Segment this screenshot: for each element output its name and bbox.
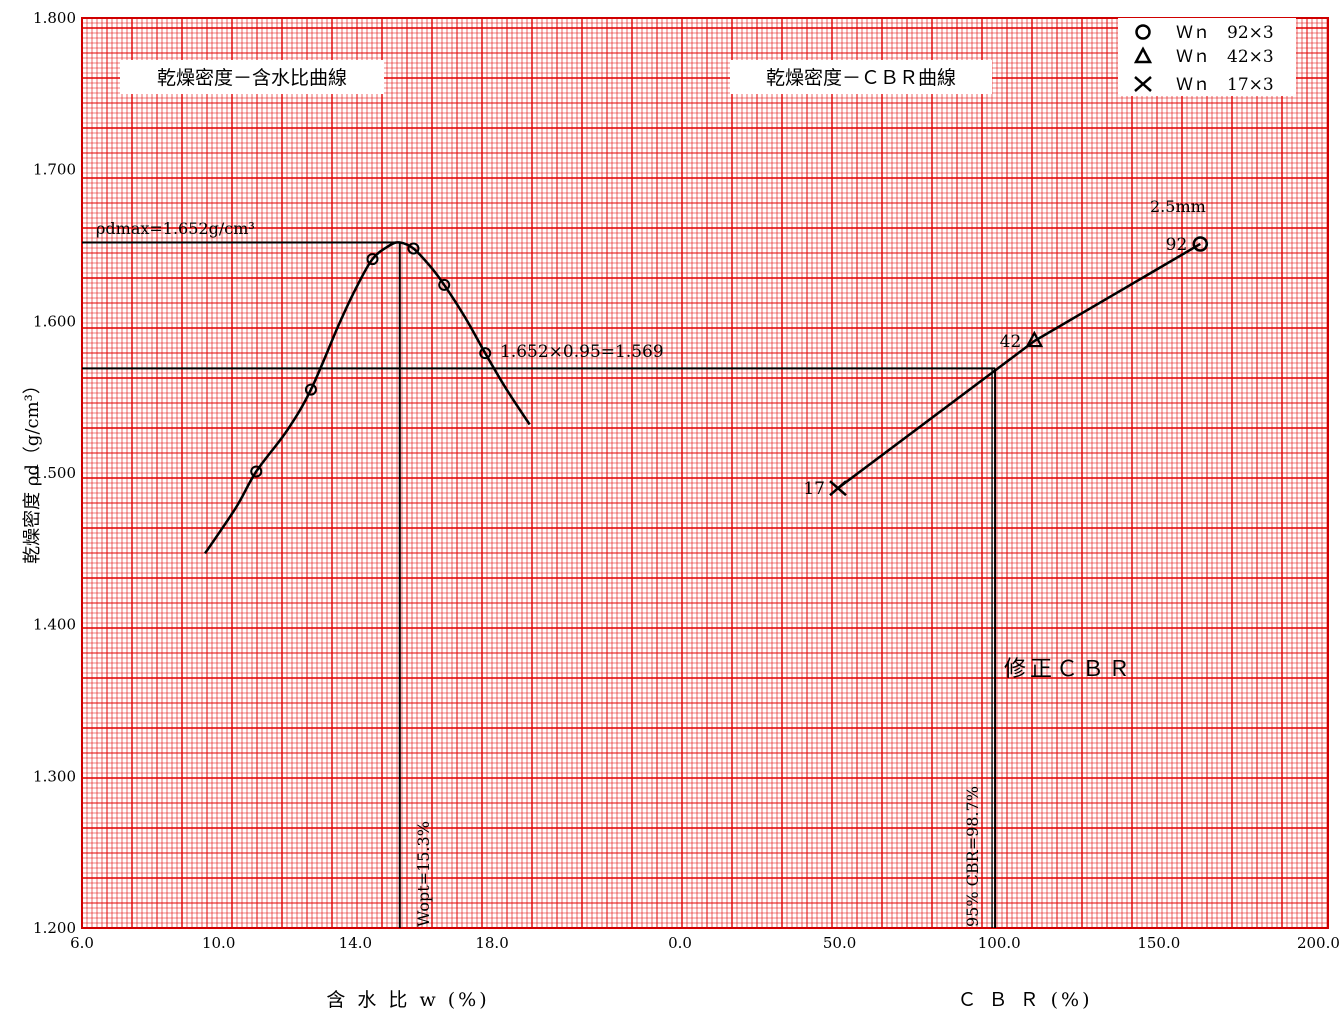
y-tick-labels: 1.200 1.300 1.400 1.500 1.600 1.700 1.800 xyxy=(33,9,76,937)
compaction-curve xyxy=(203,241,531,555)
x-tick-label-right: 150.0 xyxy=(1137,934,1180,952)
chart-frame xyxy=(81,17,1329,929)
right-x-axis-title: Ｃ Ｂ Ｒ (%) xyxy=(958,989,1093,1011)
guide-lines xyxy=(82,241,997,928)
cbr-point-x xyxy=(829,480,847,497)
legend-label: Ｗｎ 42×3 xyxy=(1176,47,1274,67)
cbr-point-label: 17 xyxy=(803,479,825,499)
x-tick-label-right: 100.0 xyxy=(978,934,1021,952)
rho-dmax-label: ρdmax=1.652g/cm³ xyxy=(96,219,255,238)
left-title-box: 乾燥密度－含水比曲線 xyxy=(120,60,384,94)
compaction-point xyxy=(304,383,317,396)
right-title-box: 乾燥密度－ＣＢＲ曲線 xyxy=(730,60,992,94)
y-tick-label: 1.300 xyxy=(33,767,76,785)
penetration-label: 2.5mm xyxy=(1150,197,1206,216)
chart-grid xyxy=(81,17,1328,929)
cbr-point-label: 42 xyxy=(1000,332,1022,352)
cbr-point-label: 92 xyxy=(1166,235,1188,255)
cbr-point-circle xyxy=(1192,236,1209,252)
right-panel-title: 乾燥密度－ＣＢＲ曲線 xyxy=(766,67,956,89)
x-tick-label-left: 6.0 xyxy=(70,934,94,952)
left-panel-title: 乾燥密度－含水比曲線 xyxy=(157,67,347,89)
legend-item-92: Ｗｎ 92×3 xyxy=(1135,23,1274,43)
cbr-points: 17 42 92 xyxy=(803,235,1209,499)
y-tick-label: 1.400 xyxy=(33,616,76,634)
cbr95-label: 95% CBR=98.7% xyxy=(963,786,982,927)
compaction-point xyxy=(479,347,492,360)
x-tick-label-right: 200.0 xyxy=(1297,934,1340,952)
legend-triangle-marker xyxy=(1133,46,1153,64)
left-x-axis-title: 含 水 比 w (%) xyxy=(326,989,489,1011)
compaction-point xyxy=(407,242,420,255)
legend-item-17: Ｗｎ 17×3 xyxy=(1134,75,1274,95)
legend-x-marker xyxy=(1134,76,1152,92)
corrected-cbr-label: 修正ＣＢＲ xyxy=(1004,657,1134,682)
legend-label: Ｗｎ 17×3 xyxy=(1176,75,1274,95)
compaction-point xyxy=(438,278,451,291)
x-tick-label-left: 14.0 xyxy=(339,934,372,952)
x-tick-labels: 6.0 10.0 14.0 18.0 0.0 50.0 100.0 150.0 200.0 xyxy=(70,934,1340,952)
cbr-point-triangle xyxy=(1025,330,1044,348)
rho95-label: 1.652×0.95=1.569 xyxy=(500,342,664,362)
legend: Ｗｎ 92×3 Ｗｎ 42×3 Ｗｎ 17×3 xyxy=(1118,18,1296,96)
plot-border xyxy=(81,17,1329,929)
compaction-point xyxy=(366,253,379,266)
compaction-point xyxy=(250,465,263,478)
x-tick-label-left: 18.0 xyxy=(475,934,508,952)
y-tick-label: 1.200 xyxy=(33,919,76,937)
wopt-label: Wopt=15.3% xyxy=(414,821,433,927)
y-tick-label: 1.700 xyxy=(33,161,76,179)
y-tick-label: 1.600 xyxy=(33,312,76,330)
cbr-line xyxy=(837,242,1201,490)
legend-item-42: Ｗｎ 42×3 xyxy=(1133,46,1274,67)
legend-circle-marker xyxy=(1135,24,1151,40)
legend-label: Ｗｎ 92×3 xyxy=(1176,23,1274,43)
y-tick-label: 1.500 xyxy=(33,464,76,482)
compaction-points xyxy=(250,242,492,478)
y-axis-title: 乾燥密度 ρd（g/cm³） xyxy=(22,376,43,564)
x-tick-label-left: 10.0 xyxy=(202,934,235,952)
x-tick-label-right: 0.0 xyxy=(668,934,692,952)
x-tick-label-right: 50.0 xyxy=(823,934,856,952)
y-tick-label: 1.800 xyxy=(33,9,76,27)
